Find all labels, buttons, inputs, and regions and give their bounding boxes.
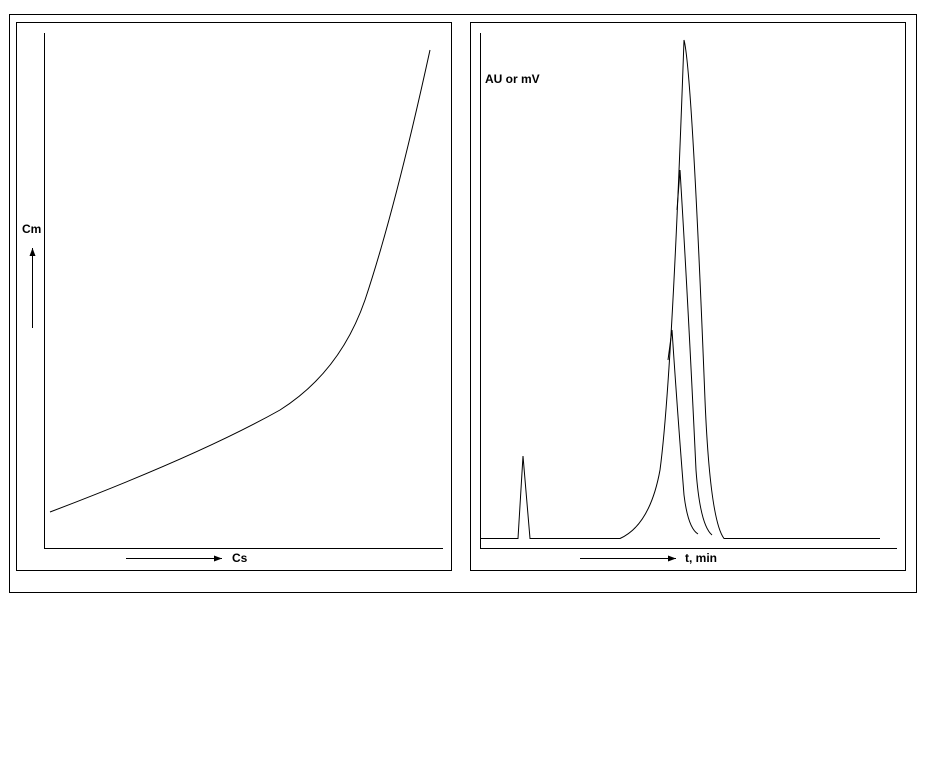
isotherm-curve [49, 49, 431, 513]
y-label: Cm [22, 222, 41, 236]
peak-medium [676, 169, 713, 536]
peak-small [667, 329, 699, 535]
left-panel: Cm Cs [16, 22, 452, 571]
x-label: t, min [685, 551, 717, 565]
y-label: AU or mV [485, 72, 540, 86]
outer-frame [9, 14, 917, 593]
panel-frame [470, 22, 906, 571]
x-label: Cs [232, 551, 248, 565]
panel-frame [16, 22, 452, 571]
peak-large [480, 39, 880, 539]
right-panel: AU or mV t, min [470, 22, 906, 571]
